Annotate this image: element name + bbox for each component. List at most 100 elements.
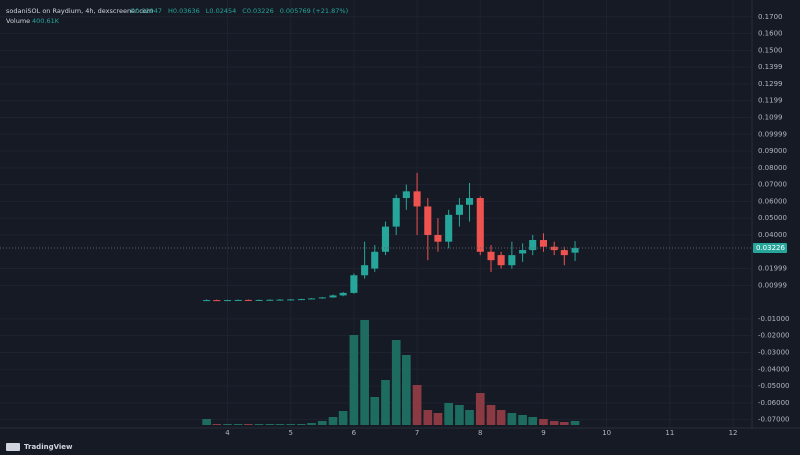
volume-bar xyxy=(317,421,327,425)
candle-body xyxy=(413,191,421,207)
x-tick-label: 4 xyxy=(225,429,230,437)
candle-body xyxy=(445,214,453,242)
volume-bar xyxy=(528,417,538,425)
candle-body xyxy=(487,251,495,261)
y-tick-label: 0.07000 xyxy=(758,181,787,189)
volume-bar xyxy=(307,423,316,425)
x-tick-label: 9 xyxy=(541,429,545,437)
y-tick-label: -0.02000 xyxy=(758,332,789,340)
x-tick-label: 5 xyxy=(288,429,292,437)
y-tick-label: 0.09000 xyxy=(758,147,787,155)
y-tick-label: -0.06000 xyxy=(758,399,789,407)
y-tick-label: 0.1199 xyxy=(758,97,783,105)
volume-bar xyxy=(202,419,211,425)
candle-body xyxy=(550,246,558,251)
volume-bar xyxy=(233,424,243,425)
y-tick-label: 0.06000 xyxy=(758,197,787,205)
volume-bar xyxy=(465,410,474,425)
volume-bar xyxy=(338,411,348,425)
candle-body xyxy=(529,240,537,251)
volume-bar xyxy=(486,405,496,425)
ohlc-value: L0.02454 xyxy=(206,7,237,15)
candle-body xyxy=(287,299,295,301)
candle-body xyxy=(571,247,579,253)
volume-bar xyxy=(360,320,369,425)
candle-body xyxy=(371,251,379,269)
volume-bar xyxy=(507,413,517,425)
ohlc-value: C0.03226 xyxy=(242,7,273,15)
ohlc-value: 0.005769 (+21.87%) xyxy=(280,7,348,15)
y-tick-label: 0.1500 xyxy=(758,46,783,54)
volume-bar xyxy=(349,335,359,425)
candle-body xyxy=(244,299,252,301)
grid xyxy=(0,0,752,428)
y-tick-label: -0.05000 xyxy=(758,382,789,390)
volume-bar xyxy=(475,393,485,425)
volume-label: Volume xyxy=(6,17,30,25)
y-tick-label: -0.07000 xyxy=(758,416,789,424)
volume-value: 400.61K xyxy=(32,17,60,25)
volume-bar xyxy=(444,403,454,425)
candle-body xyxy=(255,299,263,301)
candle-body xyxy=(508,255,516,266)
y-tick-label: 0.1399 xyxy=(758,63,783,71)
axes: 0.1700 0.1600 0.1500 0.1399 0.1299 0.1199 0.10… xyxy=(225,13,789,437)
y-tick-label: 0.04000 xyxy=(758,231,787,239)
volume-bar xyxy=(381,380,390,425)
volume-bar xyxy=(244,424,253,425)
x-tick-label: 6 xyxy=(352,429,357,437)
volume-bar xyxy=(212,424,222,425)
candle-body xyxy=(402,191,410,199)
volume-bar xyxy=(539,419,548,425)
candle-body xyxy=(308,298,316,300)
volume-bar xyxy=(297,424,306,425)
candle-body xyxy=(476,198,484,252)
last-price-label: 0.03226 xyxy=(756,244,785,252)
candle-body xyxy=(424,206,432,235)
candle-body xyxy=(213,300,221,302)
candle-body xyxy=(339,292,347,296)
y-tick-label: 0.1299 xyxy=(758,80,783,88)
x-tick-label: 7 xyxy=(415,429,419,437)
candle-body xyxy=(381,226,390,252)
volume-bar xyxy=(412,385,422,425)
volume-bar xyxy=(328,417,338,425)
price-pane xyxy=(0,172,752,302)
candle-body xyxy=(234,299,242,301)
candle-body xyxy=(297,299,305,301)
volume-bar xyxy=(254,424,264,425)
y-tick-label: 0.09999 xyxy=(758,130,787,138)
volume-bar xyxy=(275,424,285,425)
y-tick-label: 0.00999 xyxy=(758,281,787,289)
volume-bar xyxy=(455,405,464,425)
candle-body xyxy=(361,265,369,276)
brand: TradingView xyxy=(24,443,73,451)
candle-body xyxy=(329,295,337,298)
candle-body xyxy=(455,204,463,215)
ohlc-value: O0.02947 xyxy=(130,7,162,15)
candle-body xyxy=(560,250,568,256)
volume-bar xyxy=(518,415,527,425)
y-tick-label: 0.1600 xyxy=(758,30,783,38)
y-tick-label: 0.1700 xyxy=(758,13,783,21)
y-tick-label: 0.05000 xyxy=(758,214,787,222)
candle-body xyxy=(276,299,284,301)
x-tick-label: 8 xyxy=(478,429,482,437)
volume-bar xyxy=(401,355,411,425)
y-tick-label: -0.01000 xyxy=(758,315,789,323)
x-tick-label: 10 xyxy=(602,429,611,437)
volume-bar xyxy=(391,340,401,425)
volume-bar xyxy=(423,410,433,425)
volume-bar xyxy=(286,424,296,425)
y-tick-label: 0.01999 xyxy=(758,265,787,273)
volume-bar xyxy=(496,410,506,425)
candle-body xyxy=(497,255,505,266)
x-tick-label: 11 xyxy=(665,429,674,437)
volume-bar xyxy=(265,424,275,425)
candle-body xyxy=(350,275,358,293)
volume-bar xyxy=(223,424,232,425)
chart-title: sodaniSOL on Raydium, 4h, dexscreener.co… xyxy=(6,7,153,15)
y-tick-label: 0.08000 xyxy=(758,164,787,172)
candle-body xyxy=(539,240,548,247)
